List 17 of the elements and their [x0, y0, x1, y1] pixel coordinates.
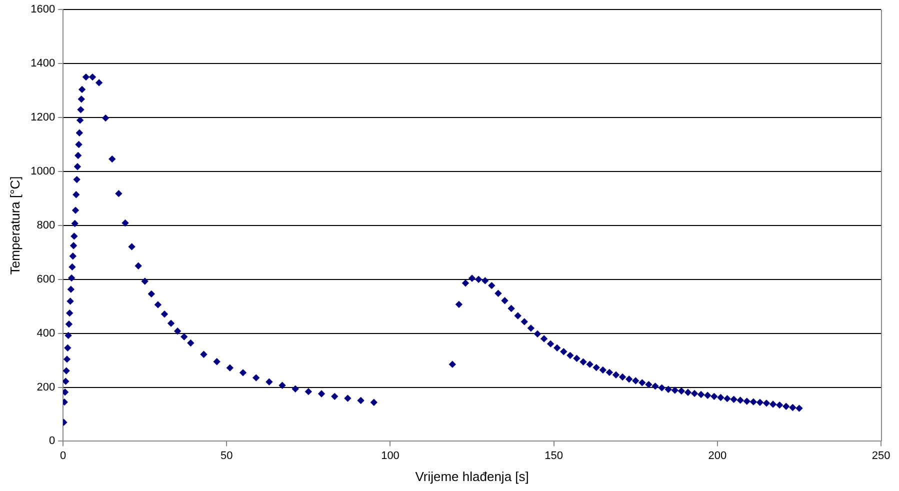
x-tick-label: 100: [381, 450, 400, 462]
x-tick-label: 200: [708, 450, 727, 462]
y-tick-label: 1200: [30, 112, 56, 124]
y-tick-label: 200: [36, 381, 56, 394]
x-tick-label: 250: [872, 450, 890, 462]
y-tick-label: 1000: [30, 165, 56, 178]
x-axis-title: Vrijeme hlađenja [s]: [415, 468, 529, 484]
y-tick-label: 1600: [30, 4, 56, 16]
x-tick-label: 50: [220, 450, 233, 462]
y-tick-label: 400: [36, 327, 56, 340]
y-tick-label: 600: [36, 273, 56, 286]
y-tick-label: 0: [48, 435, 56, 448]
y-tick-label: 1400: [30, 58, 56, 70]
y-tick-label: 800: [36, 219, 56, 232]
x-tick-label: 150: [544, 450, 564, 462]
y-axis-title: Temperatura [°C]: [7, 176, 22, 275]
x-tick-label: 0: [60, 450, 66, 462]
